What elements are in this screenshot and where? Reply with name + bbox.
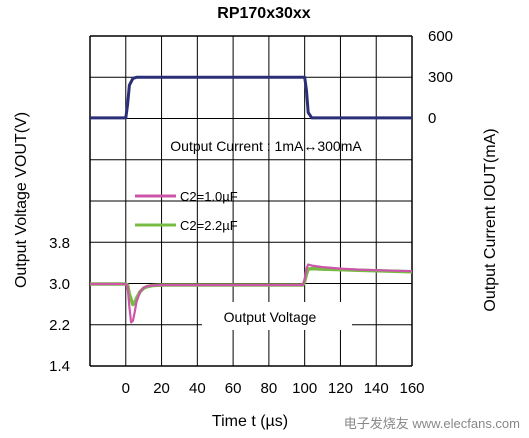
left-y-tick-label: 1.4 bbox=[49, 358, 70, 375]
x-tick-label: 140 bbox=[364, 380, 389, 397]
output-voltage-annotation: Output Voltage bbox=[224, 309, 317, 325]
right-y-tick-label: 300 bbox=[428, 69, 453, 86]
x-axis-label: Time t (µs) bbox=[212, 413, 288, 430]
watermark: 电子发烧友 www.elecfans.com bbox=[344, 416, 520, 431]
right-y-axis-label: Output Current IOUT(mA) bbox=[482, 128, 499, 311]
x-tick-label: 20 bbox=[153, 380, 170, 397]
x-tick-label: 100 bbox=[292, 380, 317, 397]
left-y-tick-label: 3.8 bbox=[49, 235, 70, 252]
legend-label-c2-2uf: C2=2.2µF bbox=[180, 218, 238, 233]
output-current-annotation: Output Current : 1mA↔300mA bbox=[170, 138, 362, 154]
chart-title: RP170x30xx bbox=[217, 5, 311, 22]
series-lines bbox=[90, 75, 413, 324]
x-tick-label: 60 bbox=[225, 380, 242, 397]
series-line-c2-1uf bbox=[90, 263, 413, 324]
left-y-tick-label: 3.0 bbox=[49, 276, 70, 293]
x-tick-label: 120 bbox=[328, 380, 353, 397]
legend-label-c2-1uf: C2=1.0µF bbox=[180, 189, 238, 204]
x-tick-label: 0 bbox=[122, 380, 130, 397]
x-tick-label: 40 bbox=[189, 380, 206, 397]
left-y-axis-label: Output Voltage VOUT(V) bbox=[13, 112, 30, 288]
output-voltage-annotation-bg bbox=[202, 302, 352, 330]
left-y-tick-label: 2.2 bbox=[49, 317, 70, 334]
legend: C2=1.0µF C2=2.2µF bbox=[135, 189, 238, 233]
x-tick-label: 160 bbox=[399, 380, 424, 397]
series-line-output-current bbox=[90, 75, 412, 120]
right-y-tick-label: 0 bbox=[428, 110, 436, 127]
x-tick-label: 80 bbox=[261, 380, 278, 397]
right-y-tick-label: 600 bbox=[428, 28, 453, 45]
tick-labels: 0 20 40 60 80 100 120 140 160 3.8 3.0 2.2 1.4 600 300 0 bbox=[49, 28, 453, 397]
